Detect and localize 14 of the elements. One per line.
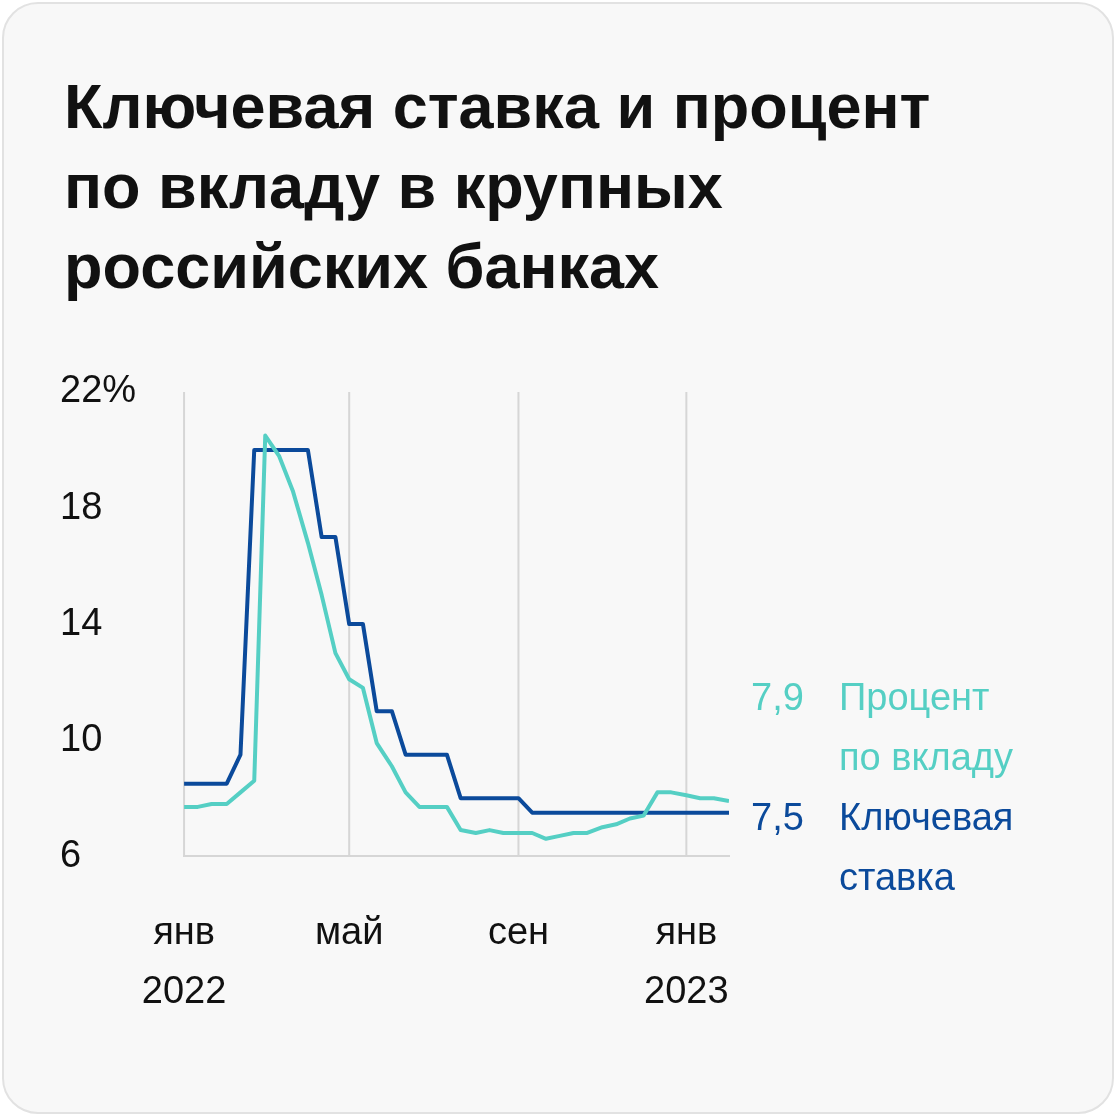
x-tick-label: янв 2022: [141, 910, 227, 1012]
x-tick-label: май: [314, 910, 384, 953]
y-tick-label: 10: [60, 716, 103, 759]
y-tick-label: 18: [60, 484, 103, 527]
text: Ключевая ставка: [839, 796, 1014, 899]
y-tick-label: 22%: [60, 368, 137, 411]
x-tick-label: янв 2023: [644, 910, 729, 1012]
data-label: 7,9: [751, 676, 804, 719]
x-tick-label: сен: [487, 910, 550, 953]
chart-title: Ключевая ставка и процент по вкладу в крупных российских банках: [64, 70, 932, 303]
y-tick-label: 14: [60, 600, 103, 643]
text: Процент по вкладу: [839, 676, 1013, 779]
y-tick-label: 6: [60, 832, 82, 875]
data-label: 7,5: [751, 796, 804, 839]
